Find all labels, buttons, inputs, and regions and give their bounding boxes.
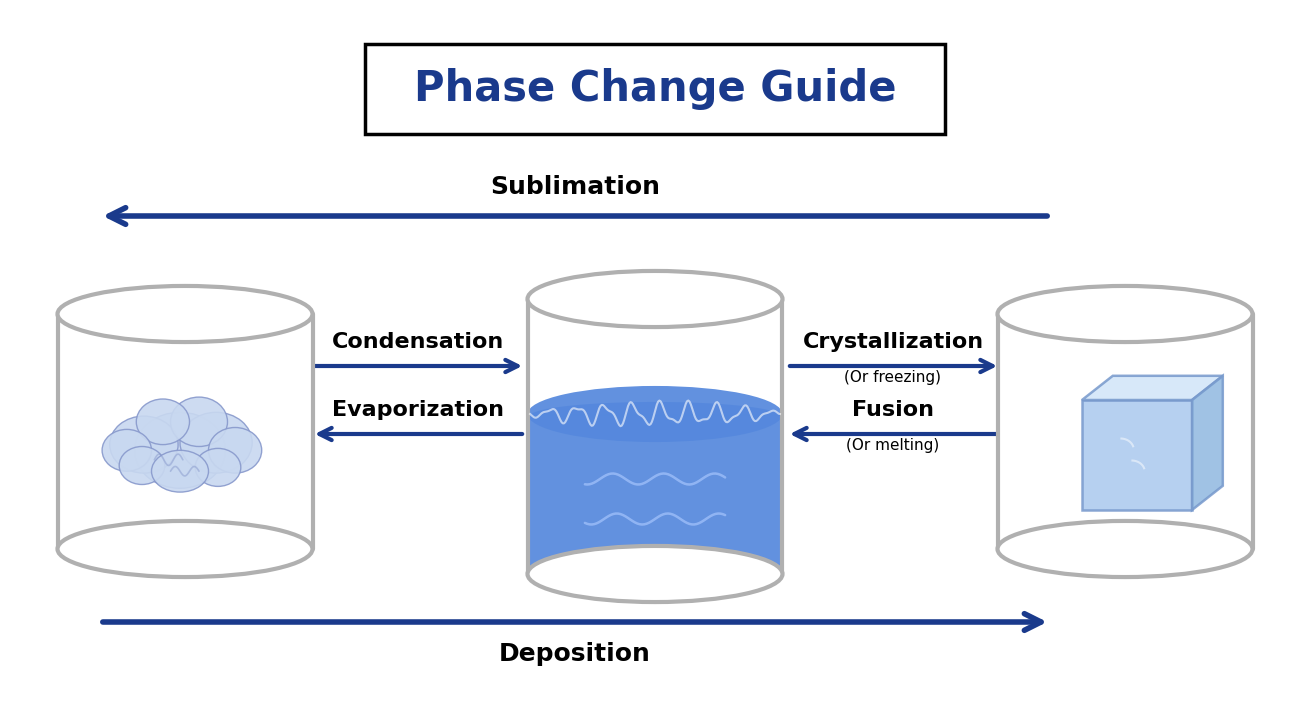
Bar [1082,400,1192,510]
Ellipse shape [152,451,208,492]
Ellipse shape [102,429,152,471]
FancyBboxPatch shape [365,44,945,134]
Polygon shape [1082,376,1222,400]
Polygon shape [531,401,779,426]
Ellipse shape [528,546,782,602]
Text: Phase Change Guide: Phase Change Guide [414,68,896,110]
Ellipse shape [179,413,253,473]
Ellipse shape [528,386,782,442]
Ellipse shape [528,271,782,327]
Ellipse shape [58,286,313,342]
Ellipse shape [170,397,228,446]
Text: (Or melting): (Or melting) [846,438,939,453]
Ellipse shape [135,413,225,489]
Ellipse shape [208,427,262,473]
Bar [58,314,313,549]
Bar [997,314,1252,549]
Ellipse shape [528,546,782,602]
Bar [528,299,782,574]
Ellipse shape [195,448,241,486]
Text: Evaporization: Evaporization [331,400,504,420]
Text: Deposition: Deposition [499,642,651,666]
Text: Condensation: Condensation [331,332,504,352]
Ellipse shape [110,416,178,473]
Text: Sublimation: Sublimation [490,175,660,199]
Bar [528,414,782,574]
Text: (Or freezing): (Or freezing) [845,370,942,385]
Ellipse shape [136,399,190,445]
Ellipse shape [119,446,165,484]
Text: Fusion: Fusion [852,400,934,420]
Ellipse shape [997,521,1252,577]
Text: Crystallization: Crystallization [803,332,984,352]
Polygon shape [1192,376,1222,510]
Ellipse shape [58,521,313,577]
Ellipse shape [997,286,1252,342]
